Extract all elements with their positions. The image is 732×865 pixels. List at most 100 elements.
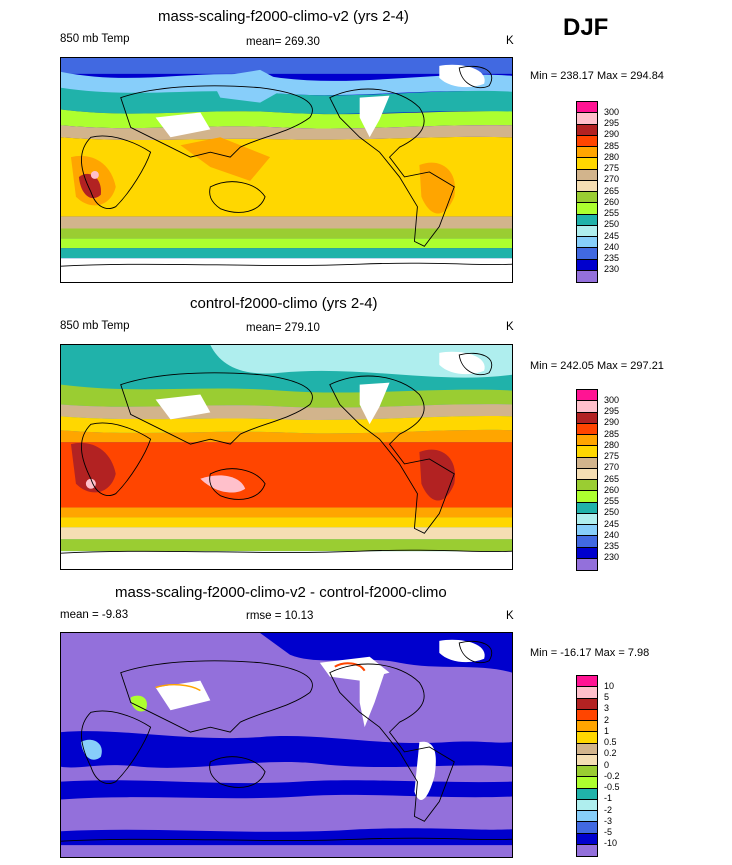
panel1-colorbar-box (577, 180, 597, 192)
panel1-colorbar-label: 270 (604, 174, 620, 184)
season-label: DJF (563, 14, 609, 41)
panel2-colorbar-box (577, 423, 597, 435)
panel2-colorbar-label: 260 (604, 485, 620, 495)
panel2-colorbar-box (577, 457, 597, 469)
panel3-colorbar-box (577, 799, 597, 811)
panel1-colorbar-label: 275 (604, 163, 620, 173)
panel3-colorbar-box (577, 743, 597, 755)
panel3-minmax-label: Min = -16.17 Max = 7.98 (530, 647, 650, 659)
panel1-units-label: K (506, 35, 514, 47)
panel1-map (60, 57, 513, 283)
panel3-colorbar-label: -0.5 (604, 782, 620, 792)
panel1-colorbar-label: 230 (604, 264, 620, 274)
panel2-colorbar-label: 290 (604, 417, 620, 427)
panel1-colorbar-label: 290 (604, 129, 620, 139)
panel1-colorbar-label: 260 (604, 197, 620, 207)
panel1-variable-label: 850 mb Temp (60, 33, 130, 45)
panel2-colorbar-label: 255 (604, 496, 620, 506)
panel1-colorbar-box (577, 147, 597, 159)
panel2-colorbar-box (577, 558, 597, 570)
panel3-units-label: K (506, 610, 514, 622)
panel3-colorbar-label: -3 (604, 816, 613, 826)
panel3-colorbar-box (577, 721, 597, 733)
panel2-colorbar-label: 265 (604, 474, 620, 484)
panel2-colorbar-box (577, 446, 597, 458)
panel1-colorbar-label: 285 (604, 141, 620, 151)
panel1-colorbar-box (577, 259, 597, 271)
panel2-colorbar-box (577, 412, 597, 424)
panel3-colorbar-label: -0.2 (604, 771, 620, 781)
panel3-colorbar-label: 1 (604, 726, 610, 736)
panel2-colorbar-label: 250 (604, 507, 620, 517)
panel1-colorbar-label: 300 (604, 107, 620, 117)
panel2-colorbar-box (577, 390, 597, 402)
panel3-colorbar-box (577, 833, 597, 845)
panel2-colorbar (576, 389, 598, 571)
panel1-colorbar-box (577, 214, 597, 226)
panel3-colorbar-label: 5 (604, 692, 610, 702)
panel2-colorbar-box (577, 502, 597, 514)
panel3-colorbar-box (577, 788, 597, 800)
panel2-colorbar-box (577, 536, 597, 548)
panel3-colorbar-box (577, 676, 597, 688)
panel3-colorbar (576, 675, 598, 857)
panel1-colorbar-label: 235 (604, 253, 620, 263)
panel3-colorbar-box (577, 844, 597, 856)
panel2-map (60, 344, 513, 570)
panel2-colorbar-box (577, 480, 597, 492)
panel2-colorbar-label: 285 (604, 429, 620, 439)
panel3-colorbar-label: -1 (604, 793, 613, 803)
panel2-title: control-f2000-climo (yrs 2-4) (190, 295, 378, 312)
panel3-colorbar-box (577, 777, 597, 789)
panel3-colorbar-label: -2 (604, 805, 613, 815)
panel1-colorbar-box (577, 102, 597, 114)
panel1-colorbar-box (577, 135, 597, 147)
panel3-colorbar-box (577, 811, 597, 823)
panel2-colorbar-label: 230 (604, 552, 620, 562)
panel1-colorbar-box (577, 237, 597, 249)
panel3-colorbar-label: 2 (604, 715, 610, 725)
panel2-colorbar-box (577, 435, 597, 447)
panel1-map-svg (61, 58, 512, 282)
panel1-mean-label: mean= 269.30 (246, 36, 320, 48)
panel1-colorbar-label: 255 (604, 208, 620, 218)
panel3-colorbar-label: 0.2 (604, 748, 617, 758)
panel2-minmax-label: Min = 242.05 Max = 297.21 (530, 360, 664, 372)
panel2-colorbar-box (577, 468, 597, 480)
panel3-colorbar-box (577, 687, 597, 699)
panel3-rmse-label: rmse = 10.13 (246, 610, 314, 622)
panel3-mean-label: mean = -9.83 (60, 609, 129, 621)
panel2-colorbar-label: 280 (604, 440, 620, 450)
panel3-title: mass-scaling-f2000-climo-v2 - control-f2… (115, 584, 447, 601)
panel2-colorbar-label: 235 (604, 541, 620, 551)
panel1-colorbar-box (577, 270, 597, 282)
panel2-colorbar-label: 270 (604, 462, 620, 472)
panel2-colorbar-label: 245 (604, 519, 620, 529)
panel2-colorbar-label: 275 (604, 451, 620, 461)
panel1-colorbar-label: 240 (604, 242, 620, 252)
panel1-colorbar-label: 280 (604, 152, 620, 162)
panel1-colorbar-box (577, 192, 597, 204)
panel1-colorbar-box (577, 113, 597, 125)
panel3-colorbar-box (577, 754, 597, 766)
panel2-colorbar-box (577, 401, 597, 413)
panel3-colorbar-box (577, 732, 597, 744)
panel1-colorbar-box (577, 248, 597, 260)
panel1-colorbar-box (577, 158, 597, 170)
panel2-units-label: K (506, 321, 514, 333)
panel1-colorbar-box (577, 124, 597, 136)
panel3-colorbar-box (577, 766, 597, 778)
panel3-map-svg (61, 633, 512, 857)
panel2-colorbar-box (577, 491, 597, 503)
panel1-colorbar-box (577, 225, 597, 237)
panel3-colorbar-label: 10 (604, 681, 615, 691)
panel3-colorbar-label: 0.5 (604, 737, 617, 747)
panel1-colorbar-box (577, 203, 597, 215)
panel1-colorbar (576, 101, 598, 283)
panel3-colorbar-box (577, 698, 597, 710)
panel1-minmax-label: Min = 238.17 Max = 294.84 (530, 70, 664, 82)
panel1-colorbar-label: 265 (604, 186, 620, 196)
panel2-colorbar-box (577, 513, 597, 525)
panel2-mean-label: mean= 279.10 (246, 322, 320, 334)
panel2-colorbar-label: 240 (604, 530, 620, 540)
